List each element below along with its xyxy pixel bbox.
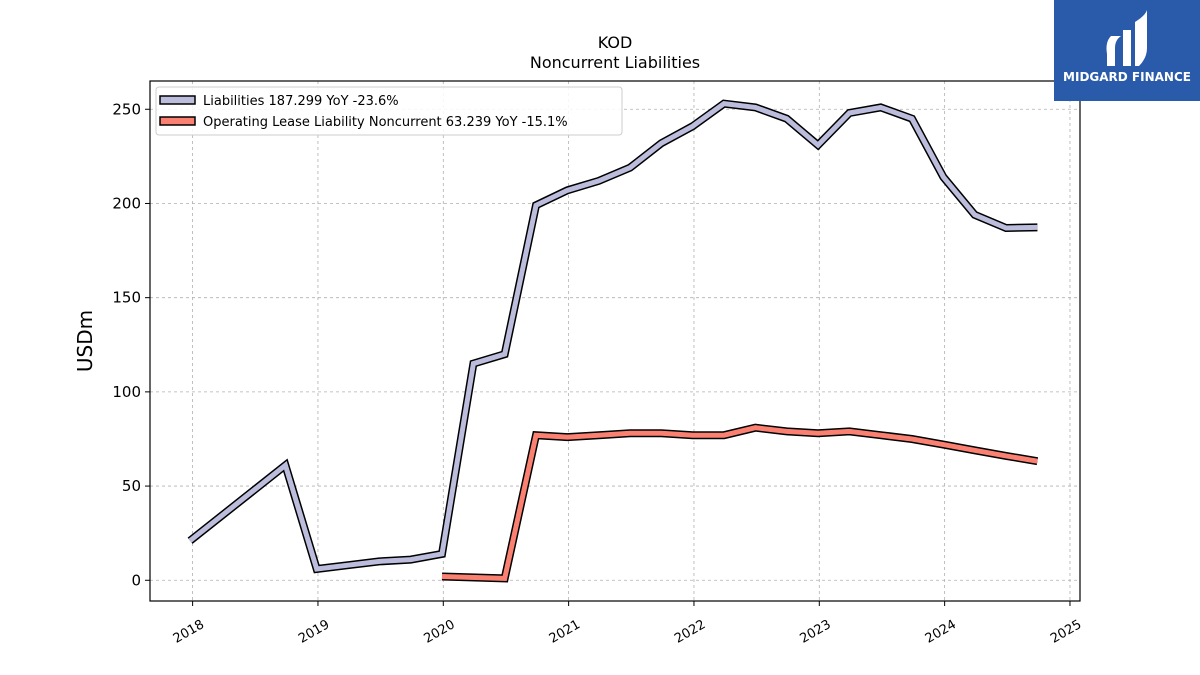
x-tick-label: 2018 xyxy=(171,617,207,647)
brand-mark-icon xyxy=(1106,10,1147,66)
x-tick-label: 2023 xyxy=(797,617,833,647)
legend-label: Operating Lease Liability Noncurrent 63.… xyxy=(203,115,568,130)
series-lines xyxy=(187,99,1039,583)
legend-swatch xyxy=(159,95,196,105)
chart-subtitle: Noncurrent Liabilities xyxy=(530,53,700,72)
legend-swatch xyxy=(159,116,196,126)
chart-title-group: KOD Noncurrent Liabilities xyxy=(530,33,700,72)
brand-logo: MIDGARD FINANCE xyxy=(1054,0,1200,101)
legend: Liabilities 187.299 YoY -23.6% Operating … xyxy=(155,86,623,136)
y-axis-ticks: 0 50 100 150 200 250 xyxy=(112,100,150,589)
x-tick-label: 2024 xyxy=(923,617,959,647)
series-line xyxy=(188,101,1038,572)
x-axis-ticks: 2018 2019 2020 2021 2022 2023 2024 2025 xyxy=(171,601,1084,647)
brand-name: MIDGARD FINANCE xyxy=(1063,70,1191,84)
y-tick-label: 150 xyxy=(112,289,141,307)
x-tick-label: 2019 xyxy=(296,617,332,647)
grid-lines xyxy=(150,81,1080,601)
series-1 xyxy=(441,423,1039,583)
x-tick-label: 2021 xyxy=(547,617,583,647)
y-tick-label: 0 xyxy=(131,571,141,589)
series-line xyxy=(441,425,1038,581)
y-tick-label: 200 xyxy=(112,194,141,212)
series-0 xyxy=(187,99,1038,574)
y-axis-label: USDm xyxy=(73,310,97,372)
legend-box xyxy=(155,86,623,136)
y-tick-label: 250 xyxy=(112,100,141,118)
x-tick-label: 2022 xyxy=(672,617,708,647)
chart-title: KOD xyxy=(598,33,633,52)
legend-label: Liabilities 187.299 YoY -23.6% xyxy=(203,94,399,109)
y-tick-label: 100 xyxy=(112,383,141,401)
x-tick-label: 2025 xyxy=(1048,617,1084,647)
y-tick-label: 50 xyxy=(122,477,141,495)
plot-area-frame xyxy=(149,80,1081,602)
x-tick-label: 2020 xyxy=(421,617,457,647)
